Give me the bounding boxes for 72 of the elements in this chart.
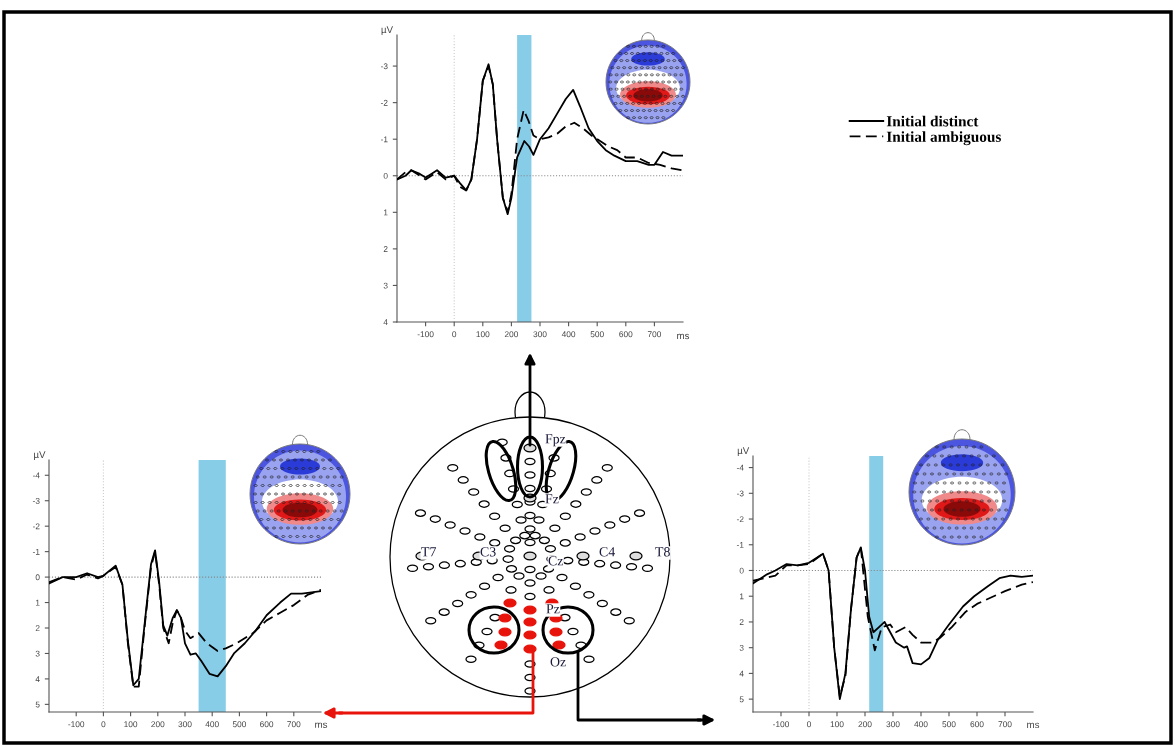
x-tick-label: 700 — [998, 721, 1012, 728]
text: Pz — [546, 604, 560, 614]
x-tick-label: 0 — [807, 721, 811, 728]
x-tick-label: 500 — [942, 721, 956, 728]
x-tick-label: 600 — [970, 721, 984, 728]
x-tick-label: 100 — [124, 721, 138, 728]
y-tick-label: -1 — [32, 548, 40, 555]
y-tick-label: -1 — [380, 136, 388, 143]
y-tick-label: -1 — [736, 542, 744, 548]
y-axis-title: µV — [381, 26, 393, 35]
text: T8 — [655, 547, 670, 557]
y-tick-label: 2 — [739, 619, 744, 625]
y-tick-label: -2 — [32, 523, 40, 530]
y-axis-title: µV — [737, 447, 750, 456]
x-tick-label: 300 — [886, 721, 900, 728]
x-tick-label: 400 — [561, 331, 576, 338]
x-axis-title: ms — [315, 722, 328, 728]
y-tick-label: 0 — [383, 172, 388, 179]
text: T7 — [421, 547, 437, 557]
x-tick-label: -100 — [773, 721, 790, 728]
x-axis-title: ms — [1027, 722, 1040, 729]
y-tick-label: 1 — [383, 209, 388, 216]
text: Cz — [548, 556, 564, 566]
y-tick-label: -2 — [736, 516, 744, 523]
y-tick-label: 3 — [383, 282, 388, 289]
x-tick-label: -100 — [417, 331, 434, 338]
x-tick-label: 100 — [830, 721, 844, 728]
y-tick-label: 4 — [739, 670, 744, 677]
y-tick-label: 4 — [383, 319, 388, 326]
y-tick-label: 5 — [739, 696, 744, 703]
y-tick-label: 2 — [383, 246, 388, 252]
y-axis-title: µV — [34, 451, 46, 460]
y-tick-label: 0 — [35, 574, 40, 581]
text: C4 — [599, 547, 615, 557]
text: Fz — [545, 494, 559, 504]
x-tick-label: 100 — [476, 331, 490, 338]
y-tick-label: 0 — [739, 567, 744, 574]
y-tick-label: -3 — [32, 497, 40, 504]
x-tick-label: 700 — [647, 331, 662, 338]
x-tick-label: 200 — [504, 331, 519, 338]
y-tick-label: -4 — [32, 472, 40, 479]
x-tick-label: 600 — [260, 721, 274, 728]
x-tick-label: 0 — [452, 331, 457, 338]
y-tick-label: 3 — [35, 650, 40, 657]
x-tick-label: 500 — [232, 721, 247, 728]
y-tick-label: -4 — [736, 464, 744, 471]
x-tick-label: 200 — [858, 721, 872, 728]
x-tick-label: 200 — [151, 721, 165, 728]
y-tick-label: 1 — [35, 599, 40, 606]
text: C3 — [480, 547, 496, 557]
y-tick-label: -3 — [380, 63, 388, 70]
x-tick-label: 400 — [205, 721, 219, 728]
x-tick-label: -100 — [68, 721, 85, 728]
x-tick-label: 400 — [914, 721, 928, 728]
x-tick-label: 300 — [533, 331, 547, 338]
x-tick-label: 700 — [287, 721, 301, 728]
x-tick-label: 300 — [178, 721, 192, 728]
x-tick-label: 0 — [101, 721, 106, 728]
y-tick-label: 2 — [35, 625, 40, 632]
legend-label: Initial ambiguous — [886, 131, 1001, 146]
y-tick-label: 5 — [35, 701, 40, 708]
text: Fpz — [545, 434, 566, 447]
y-tick-label: -3 — [736, 490, 744, 497]
y-tick-label: 1 — [739, 593, 744, 600]
text: Oz — [550, 657, 566, 667]
y-tick-label: -2 — [380, 99, 388, 106]
x-tick-label: 600 — [619, 331, 633, 338]
y-tick-label: 3 — [739, 644, 744, 651]
x-tick-label: 500 — [590, 331, 604, 338]
legend-label: Initial distinct — [886, 115, 979, 127]
y-tick-label: 4 — [35, 676, 40, 682]
x-axis-title: ms — [677, 333, 690, 340]
